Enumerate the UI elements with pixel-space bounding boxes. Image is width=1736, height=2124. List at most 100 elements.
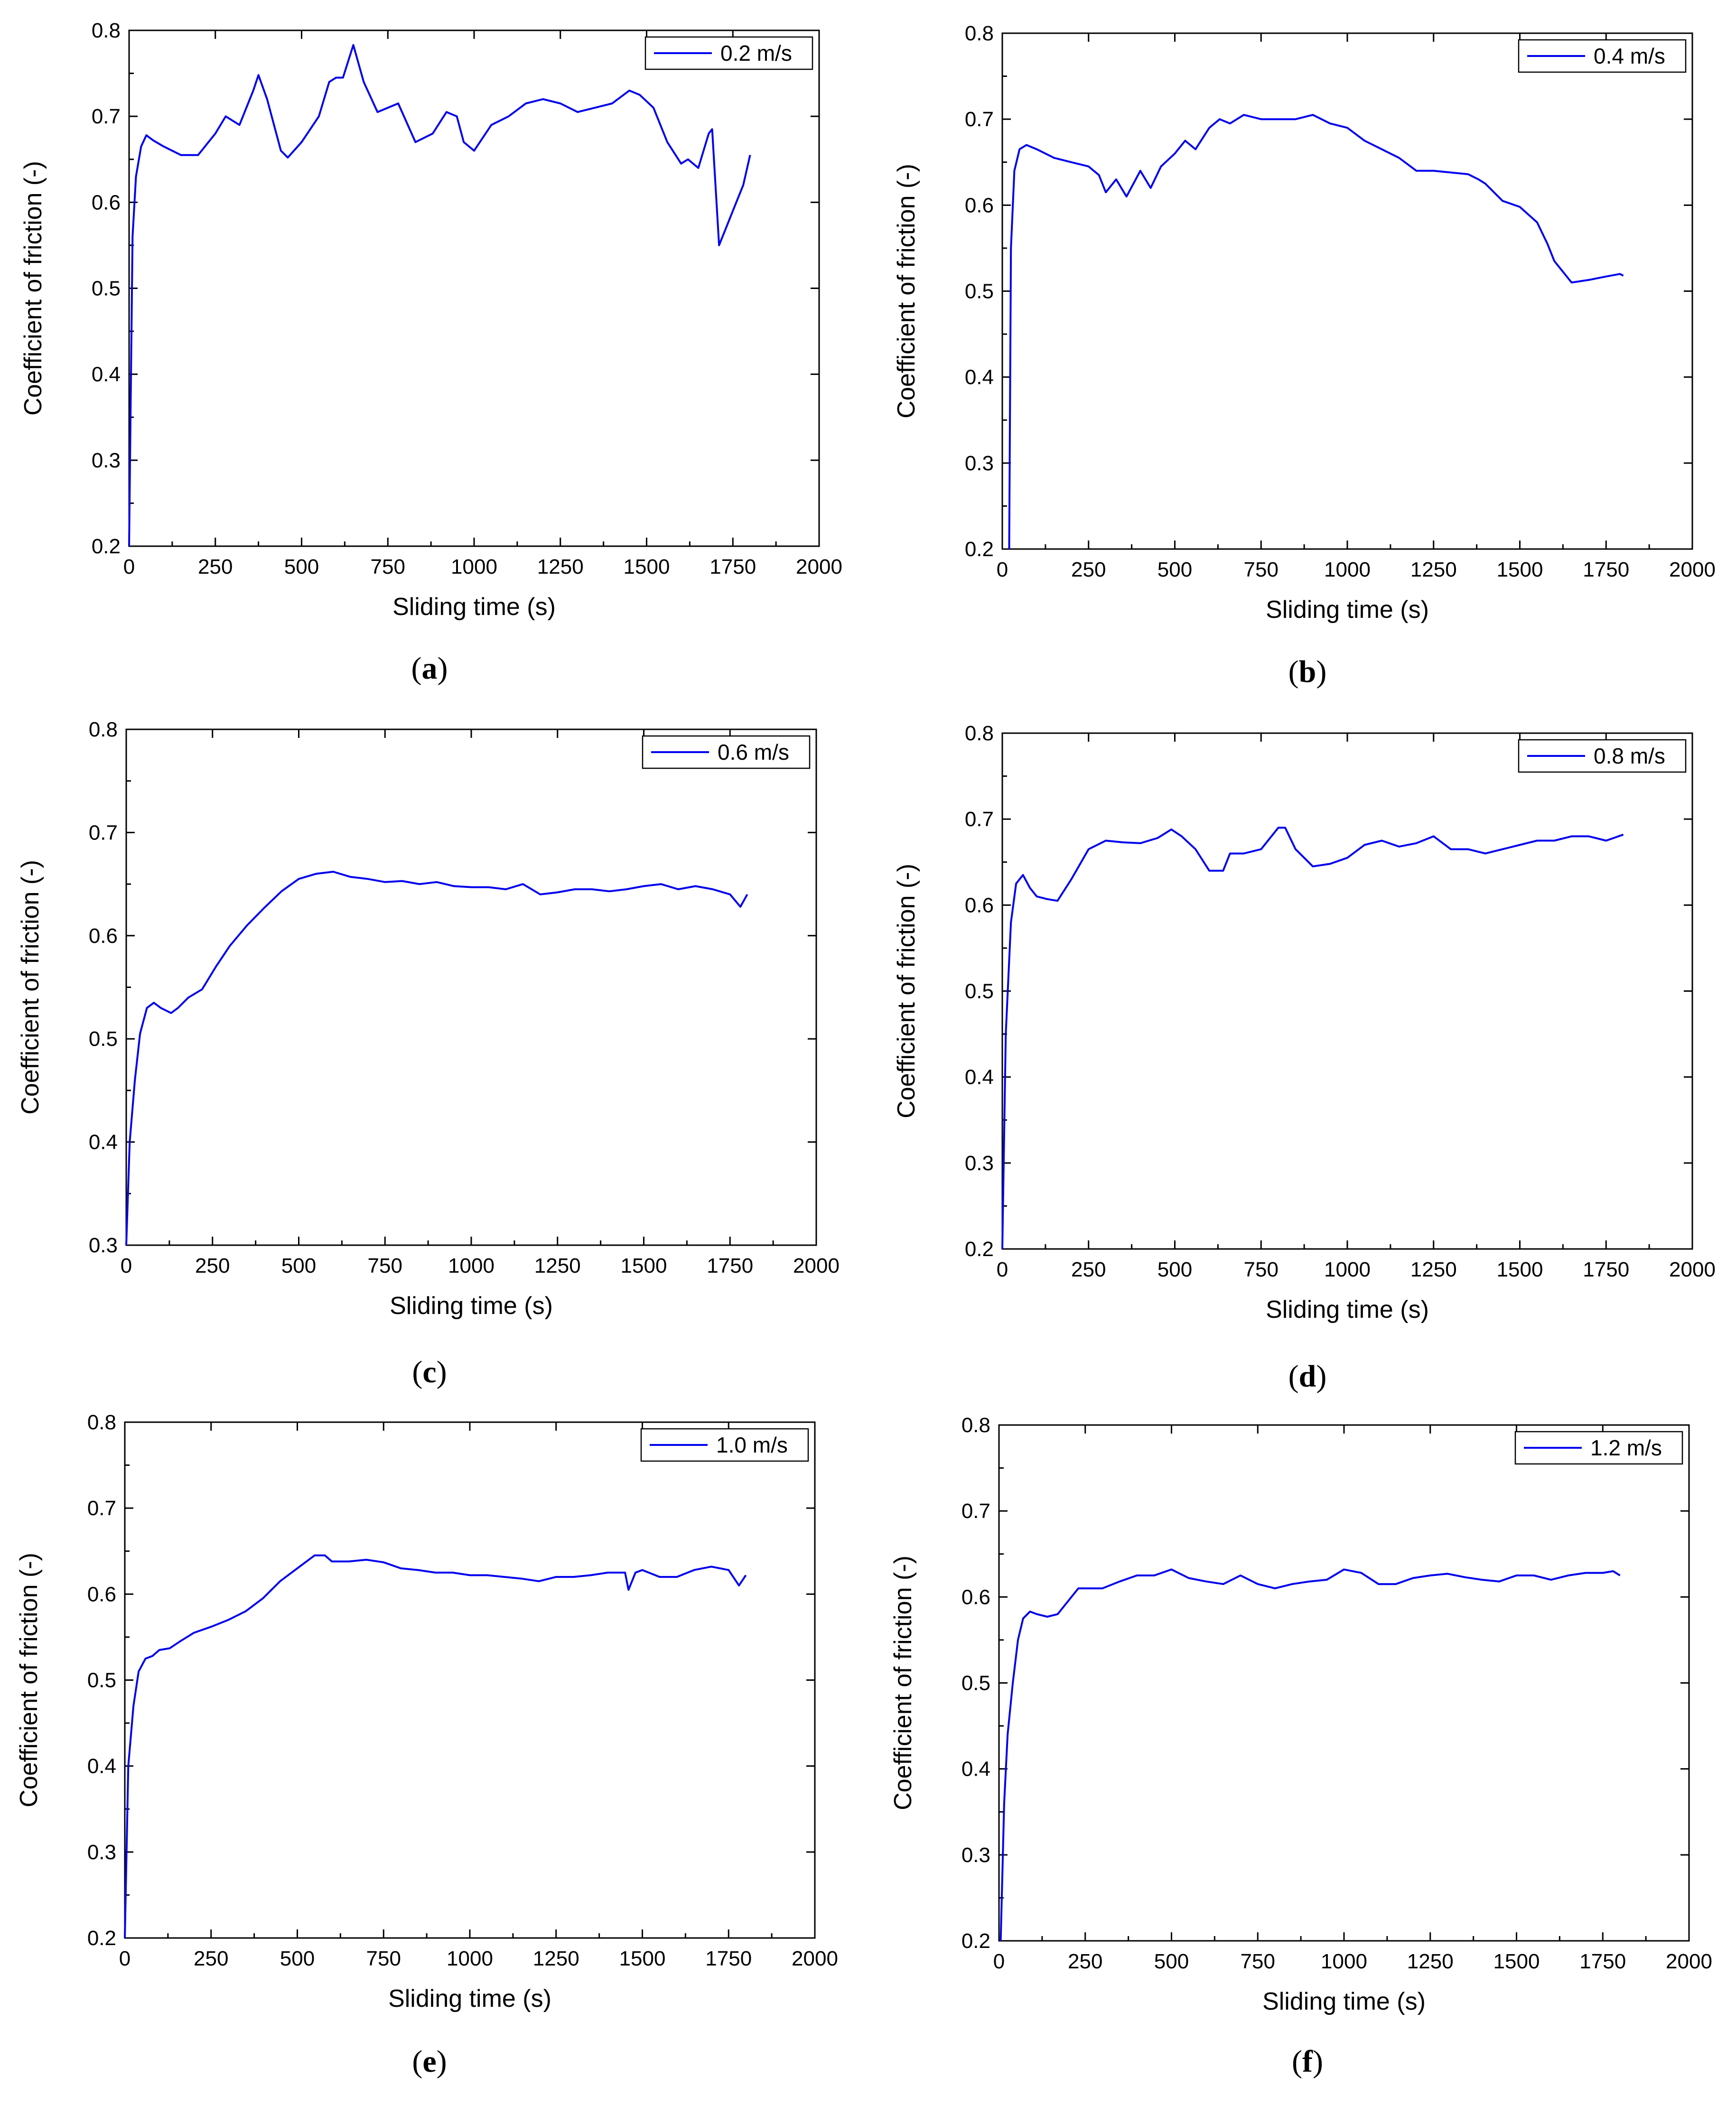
- y-tick-label: 0.7: [965, 108, 994, 131]
- chart-panel-f: 0 250 500 750 1000 1250 1500 1750 2000 0.2 0.3 0.4 0…: [889, 1414, 1712, 2079]
- y-tick-label: 0.8: [87, 1411, 116, 1434]
- y-tick-label: 0.8: [965, 722, 994, 745]
- panel-label: (f): [1292, 2044, 1323, 2079]
- x-axis-title: Sliding time (s): [1266, 1296, 1429, 1323]
- legend-label: 0.4 m/s: [1594, 44, 1665, 68]
- x-tick-label: 750: [366, 1947, 401, 1970]
- plot-frame: [1001, 32, 1693, 550]
- y-tick-label: 0.5: [87, 1669, 116, 1692]
- x-tick-label: 0: [123, 555, 135, 578]
- y-tick-label: 0.8: [965, 22, 994, 45]
- plot-frame: [1001, 732, 1693, 1250]
- y-tick-label: 0.4: [965, 1066, 994, 1089]
- y-tick-label: 0.8: [961, 1414, 990, 1437]
- x-tick-label: 1500: [619, 1947, 666, 1970]
- panel-label: (e): [412, 2044, 447, 2079]
- x-tick-label: 250: [194, 1947, 228, 1970]
- y-tick-label: 0.3: [92, 449, 121, 472]
- x-tick-label: 1500: [1497, 1258, 1543, 1281]
- x-axis-title: Sliding time (s): [1262, 1988, 1426, 2015]
- y-axis-title: Coefficient of friction (-): [889, 1556, 917, 1810]
- panel-label: (c): [412, 1355, 447, 1389]
- y-tick-label: 0.5: [965, 280, 994, 303]
- legend-label: 1.0 m/s: [716, 1433, 788, 1457]
- x-tick-label: 0: [997, 1258, 1008, 1281]
- x-axis-title: Sliding time (s): [1266, 596, 1429, 624]
- x-tick-label: 1500: [621, 1254, 667, 1277]
- x-tick-label: 1500: [1497, 558, 1543, 581]
- y-tick-label: 0.2: [965, 538, 994, 561]
- y-axis-title: Coefficient of friction (-): [19, 161, 47, 416]
- x-tick-label: 500: [1157, 1258, 1192, 1281]
- x-tick-label: 1750: [1583, 1258, 1629, 1281]
- y-tick-label: 0.2: [92, 535, 121, 558]
- panel-label: (a): [411, 651, 448, 686]
- y-tick-label: 0.7: [961, 1500, 990, 1523]
- x-tick-label: 1250: [533, 1947, 579, 1970]
- x-tick-label: 1750: [709, 555, 756, 578]
- y-tick-label: 0.4: [87, 1755, 116, 1778]
- plot-frame: [125, 728, 817, 1246]
- x-tick-label: 0: [119, 1947, 131, 1970]
- y-tick-label: 0.7: [89, 821, 118, 844]
- y-tick-label: 0.5: [92, 277, 121, 300]
- plot-frame: [124, 1421, 816, 1939]
- chart-panel-c: 0 250 500 750 1000 1250 1500 1750 2000 0.3 0.4 0.5 0…: [17, 718, 840, 1389]
- y-axis-title: Coefficient of friction (-): [17, 860, 44, 1115]
- y-tick-label: 0.6: [87, 1583, 116, 1606]
- x-tick-label: 0: [993, 1950, 1005, 1973]
- x-tick-label: 1250: [534, 1254, 581, 1277]
- y-tick-label: 0.3: [961, 1844, 990, 1867]
- y-tick-label: 0.6: [89, 924, 118, 948]
- x-tick-label: 250: [195, 1254, 230, 1277]
- y-tick-label: 0.8: [92, 19, 121, 42]
- x-tick-label: 500: [280, 1947, 315, 1970]
- y-tick-label: 0.4: [961, 1758, 990, 1781]
- x-tick-label: 1250: [1410, 1258, 1457, 1281]
- y-tick-label: 0.4: [92, 363, 121, 386]
- x-tick-label: 750: [1244, 558, 1279, 581]
- plot-frame: [998, 1424, 1690, 1942]
- x-tick-label: 2000: [1666, 1950, 1712, 1973]
- y-tick-label: 0.4: [89, 1131, 118, 1154]
- x-tick-label: 1500: [1493, 1950, 1540, 1973]
- x-tick-label: 1750: [1579, 1950, 1626, 1973]
- series-line-f: [999, 1568, 1621, 1941]
- x-axis-title: Sliding time (s): [392, 593, 556, 621]
- x-tick-label: 500: [1157, 558, 1192, 581]
- x-tick-label: 1000: [451, 555, 497, 578]
- series-line-c: [125, 871, 748, 1246]
- x-tick-label: 1250: [1410, 558, 1457, 581]
- y-tick-label: 0.7: [965, 808, 994, 831]
- y-tick-label: 0.2: [961, 1929, 990, 1953]
- x-tick-label: 2000: [1669, 558, 1716, 581]
- x-axis-title: Sliding time (s): [388, 1985, 551, 2012]
- y-tick-label: 0.3: [965, 1152, 994, 1175]
- chart-panel-d: 0 250 500 750 1000 1250 1500 1750 2000 0.2 0.3 0.4 0…: [893, 722, 1716, 1394]
- y-axis-title: Coefficient of friction (-): [15, 1553, 43, 1807]
- y-tick-label: 0.6: [965, 194, 994, 217]
- chart-panel-e: 0 250 500 750 1000 1250 1500 1750 2000 0.2 0.3 0.4 0…: [15, 1411, 838, 2079]
- x-tick-label: 750: [371, 555, 405, 578]
- chart-panel-b: 0 250 500 750 1000 1250 1500 1750 2000 0.2 0.3 0.4 0…: [893, 22, 1716, 689]
- y-tick-label: 0.6: [961, 1585, 990, 1609]
- x-tick-label: 2000: [792, 1947, 838, 1970]
- x-tick-label: 1250: [1407, 1950, 1454, 1973]
- y-tick-label: 0.2: [87, 1927, 116, 1950]
- plot-frame: [128, 29, 820, 547]
- x-tick-label: 250: [1068, 1950, 1102, 1973]
- x-tick-label: 500: [281, 1254, 316, 1277]
- panel-label: (d): [1288, 1359, 1327, 1394]
- x-axis-title: Sliding time (s): [390, 1292, 553, 1320]
- panel-label: (b): [1288, 654, 1327, 689]
- y-tick-label: 0.3: [87, 1841, 116, 1864]
- x-tick-label: 750: [1244, 1258, 1279, 1281]
- x-tick-label: 1000: [1321, 1950, 1367, 1973]
- legend-label: 0.2 m/s: [720, 41, 792, 65]
- y-axis-title: Coefficient of friction (-): [893, 864, 920, 1118]
- x-tick-label: 1000: [447, 1947, 493, 1970]
- x-tick-label: 1000: [1324, 558, 1371, 581]
- series-line-e: [124, 1554, 747, 1938]
- y-tick-label: 0.8: [89, 718, 118, 741]
